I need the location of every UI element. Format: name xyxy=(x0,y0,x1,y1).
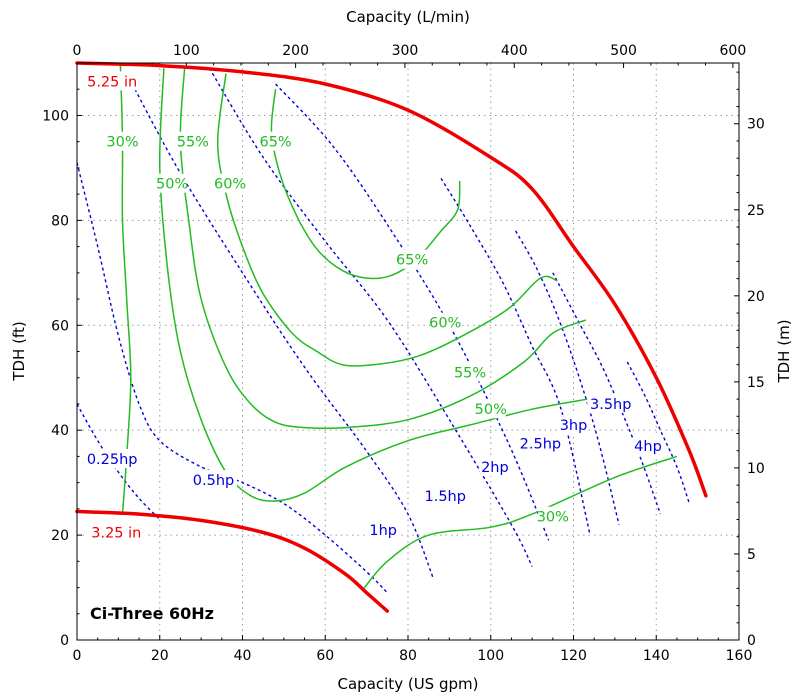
x-top-tick-label: 200 xyxy=(282,43,309,59)
power-label: 3hp xyxy=(560,418,588,434)
y-tick-label: 100 xyxy=(42,108,69,124)
y-tick-label: 80 xyxy=(51,213,69,229)
efficiency-curve-55pct xyxy=(179,68,587,430)
power-label: 4hp xyxy=(634,439,662,455)
power-label: 1hp xyxy=(369,523,397,539)
power-curve-1-5hp xyxy=(208,67,533,567)
x-top-tick-label: 500 xyxy=(610,43,637,59)
y-right-tick-label: 25 xyxy=(747,203,765,219)
power-curve-0-5hp xyxy=(76,162,388,594)
power-curve-3-5hp xyxy=(552,272,662,515)
efficiency-curve-60pct xyxy=(216,73,558,367)
y-right-tick-label: 10 xyxy=(747,461,765,477)
impeller-curves xyxy=(75,61,708,613)
efficiency-label: 30% xyxy=(106,135,138,151)
impeller-label: 5.25 in xyxy=(87,74,137,90)
y-tick-label: 20 xyxy=(51,528,69,544)
power-label-bg xyxy=(587,393,635,413)
efficiency-label-bg xyxy=(475,399,506,419)
power-label-bg xyxy=(421,485,469,505)
efficiency-label-bg xyxy=(107,131,138,151)
power-label-bg xyxy=(558,414,589,434)
x-top-tick-label: 100 xyxy=(173,43,200,59)
efficiency-label-bg xyxy=(397,249,428,269)
impeller-curve-3-25-in xyxy=(75,509,390,613)
power-curve-1hp xyxy=(134,88,434,578)
efficiency-curve-30pct xyxy=(361,455,678,591)
x-top-tick-label: 400 xyxy=(501,43,528,59)
x-tick-label: 60 xyxy=(316,648,334,664)
power-curve-3hp xyxy=(514,230,620,525)
power-label: 3.5hp xyxy=(590,397,631,413)
x-axis-title-bottom: Capacity (US gpm) xyxy=(338,675,479,693)
plot-frame xyxy=(76,62,740,641)
impeller-curve-5-25-in xyxy=(75,61,708,498)
efficiency-curve-65pct xyxy=(270,89,461,280)
efficiency-label: 55% xyxy=(177,135,209,151)
impeller-label: 3.25 in xyxy=(91,525,141,541)
curve-labels: 30% 50% 55% 60% 65% 65% 60% 55% 50% 30% 0.25hp 0.5h… xyxy=(80,71,663,542)
grid-lines xyxy=(77,63,739,640)
impeller-label-bg xyxy=(80,71,145,91)
efficiency-label: 50% xyxy=(475,402,507,418)
y-right-tick-label: 15 xyxy=(747,375,765,391)
efficiency-label: 65% xyxy=(259,135,291,151)
x-tick-label: 100 xyxy=(477,648,504,664)
efficiency-label-bg xyxy=(537,506,568,526)
efficiency-label: 50% xyxy=(156,177,188,193)
x-top-tick-label: 300 xyxy=(392,43,419,59)
power-curve-2-5hp xyxy=(440,178,591,536)
power-label: 1.5hp xyxy=(425,489,466,505)
x-tick-label: 160 xyxy=(726,648,753,664)
power-label: 0.25hp xyxy=(87,452,138,468)
efficiency-label-bg xyxy=(177,131,208,151)
power-label: 0.5hp xyxy=(193,473,234,489)
power-label-bg xyxy=(633,435,663,455)
x-top-tick-label: 0 xyxy=(73,43,82,59)
y-tick-label: 40 xyxy=(51,423,69,439)
power-curves xyxy=(76,67,691,594)
x-axis-title-top: Capacity (L/min) xyxy=(346,8,470,26)
x-tick-label: 80 xyxy=(399,648,417,664)
power-label-bg xyxy=(190,470,238,490)
power-label-bg xyxy=(84,449,140,469)
efficiency-label-bg xyxy=(157,173,188,193)
efficiency-curve-50pct xyxy=(158,68,591,502)
y-right-tick-label: 30 xyxy=(747,117,765,133)
power-label: 2.5hp xyxy=(520,436,561,452)
y-axis-title-left: TDH (ft) xyxy=(10,321,28,381)
y-right-tick-label: 20 xyxy=(747,289,765,305)
x-tick-label: 20 xyxy=(151,648,169,664)
y-tick-label: 60 xyxy=(51,318,69,334)
x-top-tick-label: 600 xyxy=(720,43,747,59)
efficiency-label: 55% xyxy=(454,365,486,381)
y-axis-title-right: TDH (m) xyxy=(775,319,793,383)
efficiency-label-bg xyxy=(215,173,245,193)
efficiency-label: 65% xyxy=(396,253,428,269)
x-tick-label: 40 xyxy=(234,648,252,664)
x-tick-label: 0 xyxy=(73,648,82,664)
impeller-label-bg xyxy=(84,522,149,542)
y-right-tick-label: 0 xyxy=(747,633,756,649)
power-label-bg xyxy=(479,456,510,476)
x-tick-label: 140 xyxy=(643,648,670,664)
x-tick-label: 120 xyxy=(560,648,587,664)
chart-model-label: Ci-Three 60Hz xyxy=(90,604,214,623)
efficiency-label-bg xyxy=(455,362,485,382)
power-curve-2hp xyxy=(275,83,550,541)
y-tick-label: 0 xyxy=(60,633,69,649)
efficiency-label-bg xyxy=(260,131,291,151)
power-label: 2hp xyxy=(481,460,509,476)
efficiency-label-bg xyxy=(430,312,461,332)
efficiency-label: 60% xyxy=(429,316,461,332)
power-label-bg xyxy=(368,519,399,539)
power-curve-4hp xyxy=(626,361,691,504)
power-label-bg xyxy=(516,433,564,453)
y-right-tick-label: 5 xyxy=(747,547,756,563)
efficiency-label: 60% xyxy=(214,177,246,193)
power-curve-0-25hp xyxy=(76,403,161,520)
efficiency-label: 30% xyxy=(537,510,569,526)
